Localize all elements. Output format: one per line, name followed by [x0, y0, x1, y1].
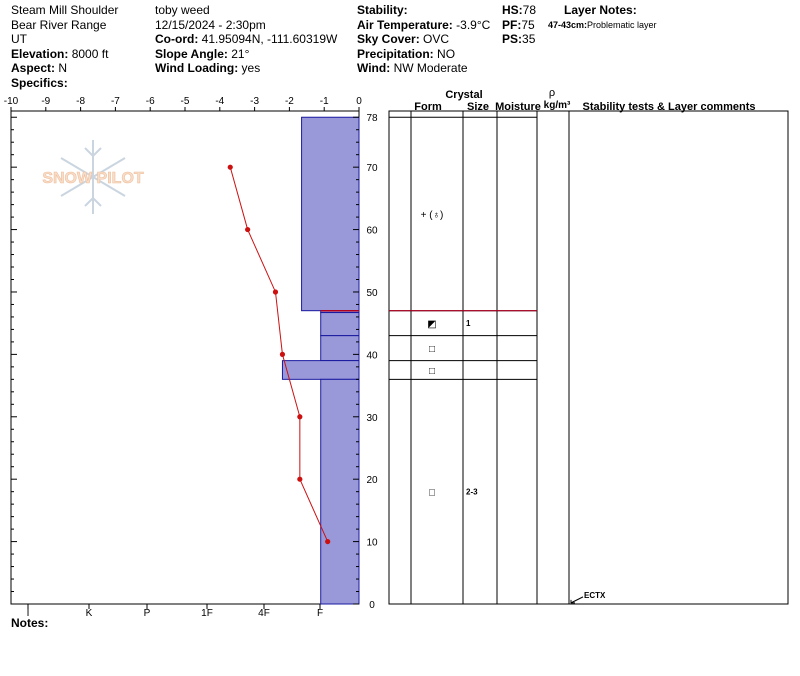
temperature-axis: -10 -9 -8 -7 -6 -5 -4 -3 -2 -1 0: [4, 96, 362, 111]
stability-test-label: ECTX: [584, 591, 606, 600]
height-tick-label: 60: [366, 226, 378, 237]
elevation: Elevation: 8000 ft: [11, 46, 109, 61]
date-time: 12/15/2024 - 2:30pm: [155, 17, 266, 32]
site-name: Steam Mill Shoulder: [11, 3, 119, 17]
hardness-axis: I K P 1F 4F F: [27, 604, 323, 619]
crystal-form: □: [429, 488, 435, 499]
hardness-tick-label: I: [27, 608, 30, 619]
notes: Notes:: [11, 616, 49, 630]
observer: toby weed: [155, 3, 210, 17]
height-axis: 0 10 20 30 40 50 60 70 78: [11, 113, 378, 611]
height-tick-label: 20: [366, 475, 378, 486]
header-density-unit: kg/m³: [544, 100, 571, 111]
header-moisture: Moisture: [495, 101, 541, 113]
temp-tick-label: -9: [41, 96, 50, 107]
state-name: UT: [11, 32, 27, 47]
temp-tick-label: -10: [4, 96, 19, 107]
ps: PS:35: [502, 32, 536, 47]
temp-tick-label: -2: [285, 96, 294, 107]
observation-info: toby weed 12/15/2024 - 2:30pm Co-ord: 41…: [155, 3, 337, 76]
hardness-layer-5: [320, 378, 360, 605]
snowflake-icon: [60, 140, 126, 214]
crystal-form: ◩: [427, 319, 436, 330]
crystal-size: 1: [466, 319, 471, 328]
temp-tick-label: -8: [76, 96, 85, 107]
temperature-point: [297, 414, 303, 420]
hs: HS:78: [502, 3, 537, 17]
height-tick-label: 78: [366, 113, 378, 124]
temperature-point: [297, 476, 303, 482]
coordinates: Co-ord: 41.95094N, -111.60319W: [155, 32, 338, 47]
hardness-tick-label: 1F: [201, 608, 213, 619]
aspect: Aspect: N: [11, 61, 68, 76]
weather-info: Stability: Air Temperature: -3.9°C Sky C…: [357, 3, 490, 76]
temperature-point: [227, 164, 233, 170]
header-crystal: Crystal: [445, 89, 482, 101]
precipitation: Precipitation: NO: [357, 46, 456, 61]
layer-table-rows: + (♁) ◩ 1 □ □ □ 2-3 ECTX: [389, 116, 606, 604]
layer-notes-title: Layer Notes:: [564, 3, 637, 17]
hardness-layer-4: [281, 360, 360, 380]
height-tick-label: 0: [369, 600, 375, 611]
hardness-layer-2: [320, 312, 360, 337]
stability-test-arrow: [570, 596, 584, 604]
temperature-point: [279, 351, 286, 357]
air-temperature: Air Temperature: -3.9°C: [357, 17, 491, 32]
layer-note-entry: 47-43cm:Problematic layer: [548, 19, 657, 30]
crystal-form: + (♁): [421, 210, 444, 221]
height-tick-label: 10: [366, 538, 378, 549]
pf: PF:75: [502, 17, 535, 32]
temp-tick-label: -4: [215, 96, 224, 107]
stability-test-arrowhead: [570, 599, 575, 604]
header-rho: ρ: [549, 87, 555, 99]
header-size: Size: [467, 101, 489, 113]
wind: Wind: NW Moderate: [357, 61, 468, 76]
crystal-form: □: [429, 366, 435, 377]
site-info: Steam Mill Shoulder Bear River Range UT …: [11, 3, 118, 91]
stability: Stability:: [357, 3, 408, 17]
temp-tick-label: -3: [250, 96, 259, 107]
hardness-layer-3: [320, 335, 360, 362]
hardness-layer-0: [301, 116, 360, 312]
height-tick-label: 40: [366, 350, 378, 361]
hardness-tick-label: F: [317, 608, 323, 619]
height-tick-label: 30: [366, 413, 378, 424]
wind-loading: Wind Loading: yes: [155, 61, 261, 76]
layer-table-frame: [388, 110, 789, 605]
hardness-tick-label: K: [86, 608, 93, 619]
height-tick-label: 50: [366, 288, 378, 299]
temp-tick-label: -5: [181, 96, 190, 107]
specifics: Specifics:: [11, 75, 68, 90]
hardness-bars: [281, 116, 360, 605]
temperature-profile: [227, 164, 331, 545]
hardness-tick-label: 4F: [258, 608, 270, 619]
crystal-form: □: [429, 344, 435, 355]
temp-tick-label: -1: [320, 96, 329, 107]
header-form: Form: [414, 101, 442, 113]
snowpilot-logo: SNOW PILOT: [42, 140, 144, 214]
temperature-point: [325, 538, 331, 545]
sky-cover: Sky Cover: OVC: [357, 32, 450, 47]
height-tick-label: 70: [366, 163, 378, 174]
temp-tick-label: -7: [111, 96, 120, 107]
layer-notes: Layer Notes: 47-43cm:Problematic layer: [548, 3, 657, 32]
temperature-point: [272, 289, 279, 295]
hardness-tick-label: P: [144, 608, 151, 619]
header-comments: Stability tests & Layer comments: [582, 101, 755, 113]
crystal-size: 2-3: [466, 488, 478, 497]
slope-angle: Slope Angle: 21°: [155, 46, 250, 61]
range-name: Bear River Range: [11, 17, 107, 32]
logo-text: SNOW PILOT: [42, 170, 144, 187]
temp-tick-label: -6: [146, 96, 155, 107]
temp-tick-label: 0: [356, 96, 362, 107]
snow-depth-info: HS:78 PF:75 PS:35: [502, 3, 536, 47]
temperature-point: [245, 226, 251, 233]
